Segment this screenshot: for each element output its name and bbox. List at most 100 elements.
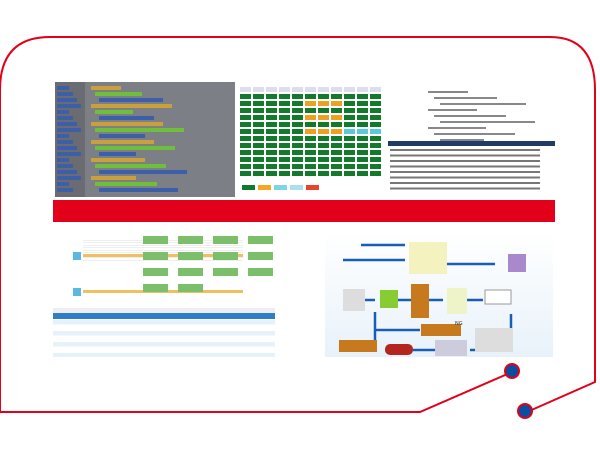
table-header [53,308,275,313]
status-cell [253,143,264,148]
status-cell [279,136,290,141]
palette-block [57,98,77,102]
connector-dot [504,363,520,379]
info-block [248,252,273,260]
palette-block [57,152,81,156]
status-cell [331,164,342,169]
status-cell [357,108,368,113]
status-cell [279,108,290,113]
status-cell [240,101,251,106]
status-cell [292,157,303,162]
table-row [53,342,275,347]
status-cell [331,87,342,92]
frame-border [0,36,596,413]
code-line [440,103,526,105]
code-view-screenshot [388,85,555,193]
status-cell [266,115,277,120]
status-cell [266,129,277,134]
status-cell [357,136,368,141]
code-block [99,116,154,120]
palette-block [57,164,73,168]
table-row [53,347,275,352]
status-cell [331,129,342,134]
status-cell [240,108,251,113]
status-cell [279,157,290,162]
info-block [213,252,238,260]
code-block [95,182,157,186]
code-block [95,92,142,96]
status-cell [357,150,368,155]
code-block [95,128,184,132]
status-cell [266,136,277,141]
status-cell [344,143,355,148]
palette-block [57,128,81,132]
frame-bottom-line [0,371,513,413]
status-cell [305,157,316,162]
status-cell [240,143,251,148]
status-cell [292,115,303,120]
status-cell [305,87,316,92]
status-cell [370,157,381,162]
status-cell [331,94,342,99]
status-cell [279,164,290,169]
ng-label: NG [455,321,463,327]
table-row [53,336,275,341]
status-cell [240,94,251,99]
status-cell [240,129,251,134]
table-row [53,320,275,325]
status-cell [331,101,342,106]
status-cell [318,87,329,92]
status-cell [357,157,368,162]
status-cell [253,115,264,120]
table-row [53,331,275,336]
status-cell [318,150,329,155]
palette-block [57,158,69,162]
status-cell [357,122,368,127]
status-cell [240,122,251,127]
status-cell [266,108,277,113]
output-line [390,187,540,190]
status-cell [318,157,329,162]
status-cell [305,171,316,176]
palette-block [57,86,69,90]
status-cell [292,87,303,92]
status-cell [292,122,303,127]
output-line [390,165,540,168]
status-cell [305,129,316,134]
status-cell [240,136,251,141]
status-cell [292,94,303,99]
status-cell [266,157,277,162]
status-cell [266,122,277,127]
status-cell [357,164,368,169]
status-cell [279,129,290,134]
code-line [428,127,486,129]
status-cell [266,150,277,155]
palette-block [57,116,73,120]
status-cell [370,115,381,120]
status-cell [357,143,368,148]
status-cell [253,150,264,155]
code-line [440,139,484,141]
puzzle-blocks-icon [55,82,187,197]
status-cell [305,143,316,148]
status-cell [266,143,277,148]
status-cell [344,157,355,162]
status-cell [305,136,316,141]
info-block [248,268,273,276]
output-line [390,154,540,157]
status-cell [240,171,251,176]
status-cell [331,171,342,176]
status-cell [305,115,316,120]
status-cell [292,108,303,113]
status-cell [292,129,303,134]
status-cell [318,108,329,113]
marker [73,252,81,260]
status-cell [253,87,264,92]
status-cell [266,101,277,106]
status-cell [292,101,303,106]
status-cell [331,136,342,141]
selected-row [53,313,275,319]
status-cell [292,164,303,169]
status-cell [305,94,316,99]
status-cell [292,150,303,155]
